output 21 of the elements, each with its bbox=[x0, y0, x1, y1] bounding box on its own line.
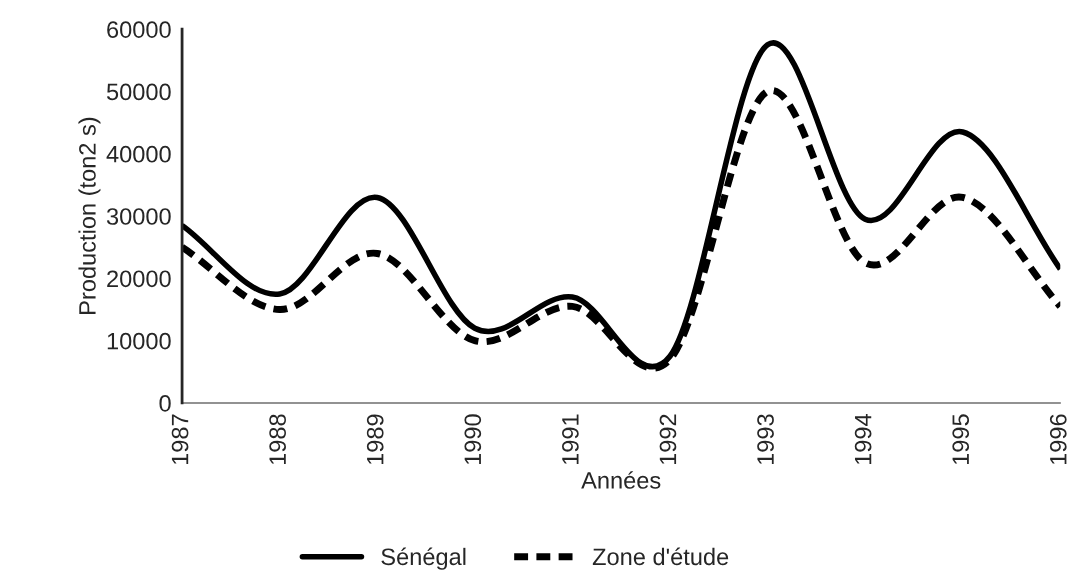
y-tick-label: 0 bbox=[159, 395, 171, 412]
x-axis-title: Années bbox=[581, 471, 661, 489]
y-axis-title: Production (ton2 s) bbox=[78, 117, 101, 314]
y-tick-label: 20000 bbox=[107, 270, 171, 288]
x-tick-label: 1990 bbox=[464, 414, 482, 465]
y-tick-label: 10000 bbox=[107, 332, 171, 350]
x-tick-label: 1993 bbox=[757, 414, 774, 465]
x-tick-label: 1996 bbox=[1049, 414, 1067, 465]
y-tick-label: 30000 bbox=[106, 208, 171, 225]
y-tick-label: 40000 bbox=[106, 145, 171, 163]
x-tick-label: 1994 bbox=[854, 414, 872, 465]
x-tick-label: 1991 bbox=[562, 414, 579, 465]
y-tick-label: 50000 bbox=[106, 83, 171, 101]
legend-label: Sénégal bbox=[381, 547, 466, 570]
x-tick-label: 1992 bbox=[659, 414, 677, 465]
x-tick-label: 1988 bbox=[269, 414, 286, 465]
x-tick-label: 1989 bbox=[366, 414, 384, 465]
y-tick-label: 60000 bbox=[107, 21, 171, 38]
x-tick-label: 1987 bbox=[171, 414, 189, 465]
legend-label: Zone d'étude bbox=[592, 547, 729, 566]
x-tick-label: 1995 bbox=[952, 414, 970, 465]
